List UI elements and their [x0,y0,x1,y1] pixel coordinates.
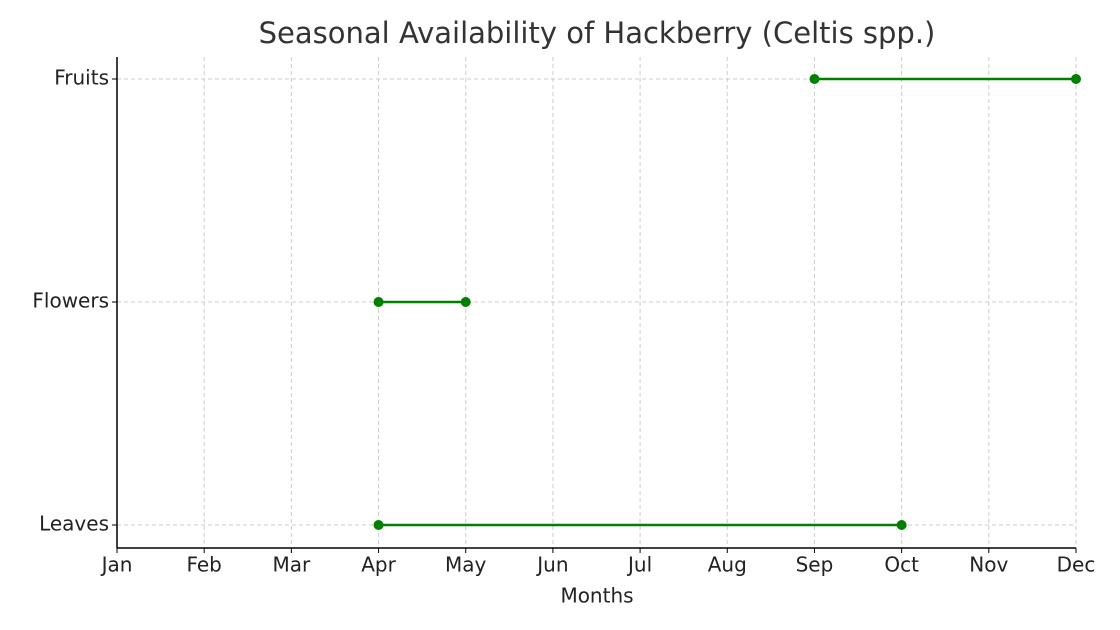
x-tick-label: Oct [884,553,919,577]
chart-title: Seasonal Availability of Hackberry (Celt… [259,16,936,50]
x-tick-label: Apr [361,553,396,577]
x-tick-label: Mar [272,553,311,577]
x-tick-label: Jul [626,553,652,577]
range-start [809,74,820,84]
x-tick-label: Nov [969,553,1008,577]
range-start [373,297,384,307]
range-end [1071,74,1081,84]
y-tick-label: Flowers [32,289,109,313]
x-tick-label: Jan [100,553,133,577]
x-tick-label: Dec [1057,553,1096,577]
range-start [373,520,384,530]
y-tick-label: Fruits [54,66,109,90]
x-axis-label: Months [560,584,633,608]
range-end [896,520,907,530]
range-end [460,297,471,307]
x-tick-label: Feb [186,553,221,577]
x-tick-label: Jun [535,553,568,577]
x-tick-label: Sep [796,553,834,577]
x-tick-label: Aug [708,553,747,577]
y-tick-label: Leaves [39,512,109,536]
x-tick-label: May [445,553,487,577]
